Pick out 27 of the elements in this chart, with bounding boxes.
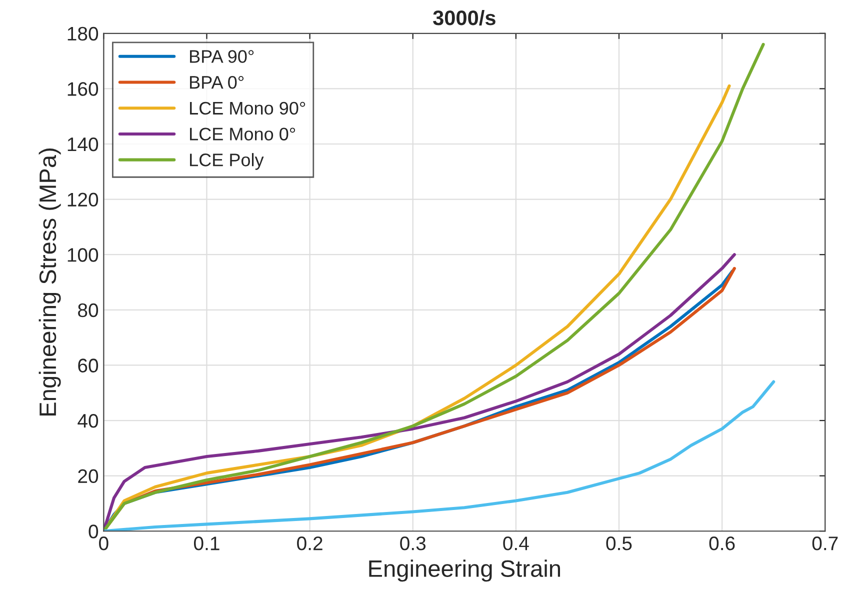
x-tick-label: 0.6 — [709, 536, 735, 550]
y-axis-title: Engineering Stress (MPa) — [38, 148, 61, 416]
x-tick-label: 0.7 — [812, 536, 838, 550]
y-tick-label: 80 — [78, 303, 98, 318]
legend-label: BPA 90° — [190, 50, 254, 63]
y-tick-label: 180 — [68, 26, 98, 41]
x-tick-label: 0.4 — [503, 536, 529, 550]
x-axis-title: Engineering Strain — [369, 560, 560, 582]
y-tick-label: 40 — [78, 414, 98, 428]
chart-title: 3000/s — [433, 10, 496, 26]
y-tick-label: 100 — [68, 248, 98, 262]
x-tick-label: 0 — [99, 536, 108, 550]
y-tick-label: 60 — [78, 358, 98, 372]
legend-label: LCE Mono 0° — [190, 128, 296, 140]
y-tick-label: 120 — [68, 192, 98, 207]
x-tick-label: 0.1 — [194, 536, 220, 550]
legend-label: BPA 0° — [190, 76, 244, 89]
x-tick-label: 0.3 — [400, 536, 426, 550]
legend-label: LCE Poly — [190, 153, 264, 170]
x-tick-label: 0.5 — [606, 536, 632, 550]
x-tick-label: 0.2 — [297, 536, 322, 550]
y-tick-label: 20 — [78, 469, 98, 484]
y-tick-label: 140 — [68, 137, 98, 152]
y-tick-label: 160 — [68, 82, 98, 96]
legend-label: LCE Mono 90° — [190, 102, 306, 115]
y-tick-label: 0 — [88, 524, 98, 538]
line-series — [104, 380, 776, 532]
